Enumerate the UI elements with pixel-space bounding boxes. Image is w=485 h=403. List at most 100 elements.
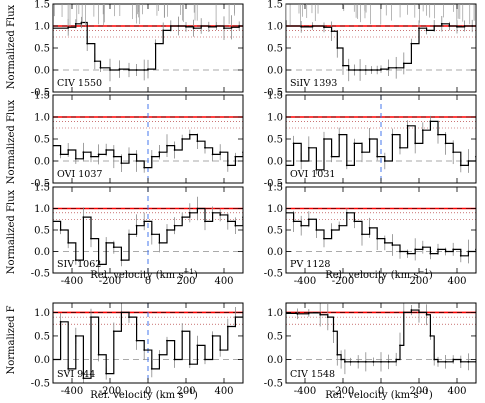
flux-data-point: [128, 233, 130, 236]
flux-data-point: [368, 138, 371, 140]
flux-data-point: [345, 164, 348, 167]
flux-data-point: [181, 330, 184, 333]
y-tick-label: 0.0: [34, 66, 50, 77]
flux-data-point: [234, 155, 237, 158]
flux-data-point: [143, 220, 146, 223]
flux-data-point: [150, 233, 153, 236]
panel-plot-area: [286, 303, 476, 375]
flux-data-point: [340, 358, 342, 361]
flux-data-point: [452, 248, 455, 251]
xlabel-bottom-right-sup: −1: [418, 388, 428, 396]
y-tick-label: 1.5: [34, 183, 50, 194]
y-axis-labels: Normalized Flux Normalized Flux Normaliz…: [6, 4, 17, 374]
panel-plot-area: [286, 14, 476, 82]
flux-data-point: [185, 25, 187, 28]
flux-data-point: [90, 316, 92, 319]
flux-data-point: [181, 138, 184, 140]
x-tick-label-row3: 0: [378, 276, 384, 287]
flux-data-point: [311, 25, 314, 27]
flux-data-point: [433, 25, 436, 27]
flux-data-point: [82, 377, 85, 380]
x-tick-label-row3: -200: [332, 276, 354, 287]
flux-data-point: [300, 25, 303, 28]
xlabel-bottom-right-text: Rel. velocity (km s: [325, 390, 418, 401]
flux-data-point: [353, 220, 356, 223]
flux-data-point: [421, 246, 424, 249]
flux-data-point: [118, 68, 121, 71]
flux-data-point: [300, 160, 303, 162]
flux-data-point: [97, 353, 100, 356]
flux-data-point: [323, 138, 325, 140]
flux-data-point: [128, 316, 130, 319]
ion-label: OVI 1037: [57, 169, 102, 180]
flux-data-point: [357, 360, 360, 363]
flux-data-point: [344, 360, 346, 363]
flux-data-point: [315, 229, 318, 231]
flux-data-point: [459, 360, 462, 363]
flux-data-point: [387, 66, 390, 69]
svg-text:Rel. velocity (km s−1): Rel. velocity (km s−1): [90, 268, 198, 281]
y-tick-label: 0.0: [34, 355, 50, 366]
y-tick-label: 0.5: [34, 44, 50, 55]
flux-data-point: [353, 142, 356, 145]
flux-data-point: [376, 237, 379, 240]
x-axis-label-left: Rel. velocity (km s−1): [90, 268, 198, 281]
flux-data-point: [391, 133, 394, 136]
flux-data-point: [112, 246, 115, 249]
flux-data-point: [452, 358, 455, 361]
flux-data-point: [406, 252, 409, 255]
flux-data-point: [376, 155, 379, 158]
panel-7: -0.5 0.0 0.5 1.0 -400 -200 0 200 400 SVI 944: [31, 302, 244, 397]
flux-data-point: [74, 335, 77, 337]
flux-data-point: [109, 69, 111, 71]
flux-data-point: [300, 224, 303, 227]
y-tick-label: -0.5: [31, 179, 50, 190]
flux-data-point: [353, 69, 356, 71]
flux-data-point: [204, 220, 206, 223]
flux-data-point: [338, 224, 341, 227]
flux-data-point: [307, 311, 310, 314]
x-tick-label-row3: -200: [99, 276, 121, 287]
flux-data-point: [74, 157, 77, 160]
flux-data-point: [234, 224, 237, 227]
panel-4: -0.5 0.0 0.5 1.0 1.5 OVI 1031: [264, 91, 477, 190]
flux-data-point: [330, 229, 333, 231]
flux-data-point: [67, 367, 70, 370]
x-tick-label: -200: [99, 386, 121, 397]
flux-data-point: [99, 66, 102, 69]
flux-data-point: [120, 162, 123, 165]
flux-data-point: [74, 22, 77, 25]
panel-2: -0.5 0.0 0.5 1.0 1.5 SiIV 1393: [264, 0, 477, 99]
contamination-strip: [285, 4, 475, 26]
flux-data-point: [406, 124, 409, 127]
flux-data-point: [67, 149, 70, 151]
flux-data-point: [376, 69, 379, 71]
flux-data-point: [207, 25, 210, 28]
x-tick-label: -200: [332, 386, 354, 397]
svg-text:Rel. velocity (km s−1): Rel. velocity (km s−1): [325, 388, 433, 401]
flux-data-point: [143, 166, 146, 169]
flux-data-point: [67, 26, 70, 29]
flux-data-point: [395, 358, 398, 361]
flux-data-point: [90, 155, 92, 158]
flux-data-point: [459, 164, 462, 167]
flux-data-point: [414, 142, 417, 145]
flux-data-point: [315, 168, 318, 171]
y-tick-label: 1.0: [267, 308, 283, 319]
flux-data-point: [326, 316, 329, 319]
flux-data-point: [383, 160, 386, 162]
flux-data-point: [105, 372, 108, 375]
flux-data-point: [135, 69, 138, 71]
ylabel-row-4: Normalized F: [6, 305, 17, 374]
y-tick-label: 0.0: [34, 247, 50, 258]
flux-data-point: [429, 252, 432, 255]
flux-data-point: [120, 311, 123, 314]
flux-data-point: [399, 146, 401, 149]
y-tick-label: 1.0: [34, 22, 50, 33]
panel-8: -0.5 0.0 0.5 1.0 -400 -200 0 200 400 CIV 1548: [264, 302, 477, 397]
flux-data-point: [169, 25, 172, 27]
flux-data-point: [370, 69, 373, 71]
flux-data-point: [86, 42, 89, 45]
x-tick-label-row3: 200: [409, 276, 428, 287]
flux-data-point: [307, 218, 310, 221]
